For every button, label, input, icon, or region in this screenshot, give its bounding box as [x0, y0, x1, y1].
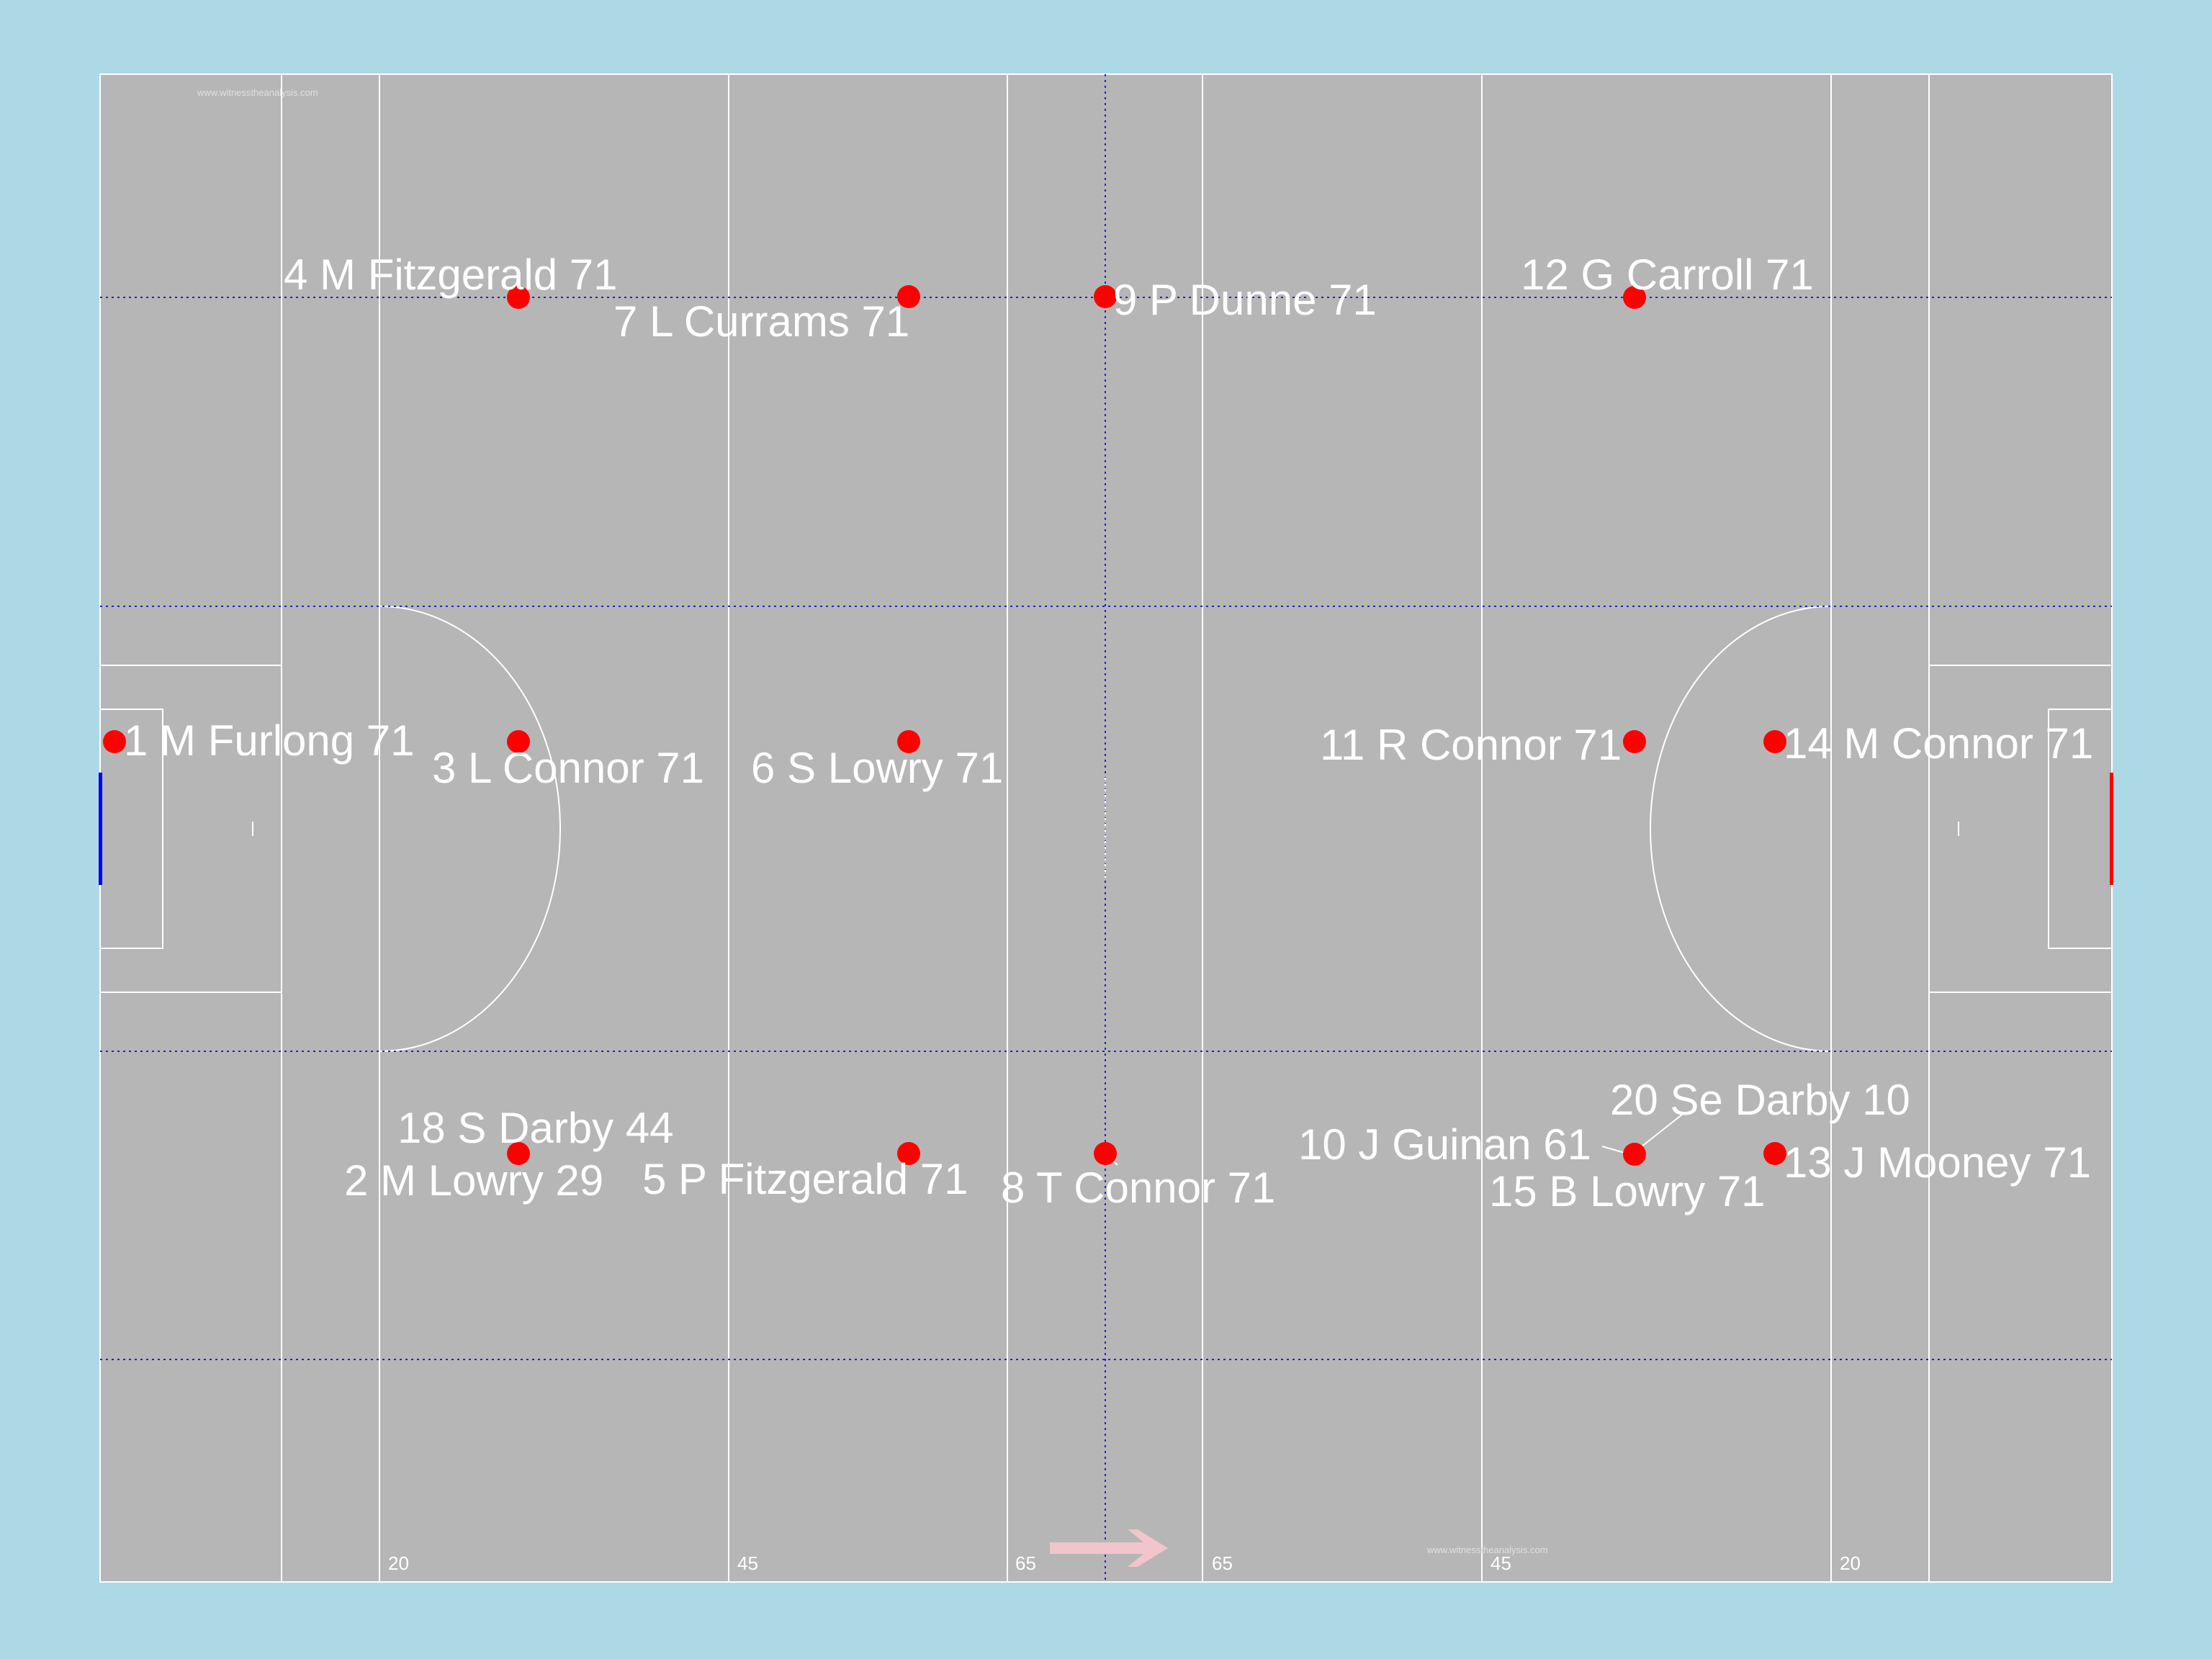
player-label: 5 P Fitzgerald 71	[642, 1155, 968, 1203]
player-label: 7 L Currams 71	[613, 297, 909, 346]
player-label: 20 Se Darby 10	[1610, 1076, 1910, 1124]
player-dot[interactable]	[507, 730, 530, 753]
player-label: 2 M Lowry 29	[344, 1156, 603, 1205]
player-label: 3 L Connor 71	[432, 744, 704, 792]
player-dot[interactable]	[1623, 1143, 1646, 1166]
player-label: 12 G Carroll 71	[1521, 251, 1814, 299]
player-label: 1 M Furlong 71	[124, 716, 415, 765]
watermark-bottom: www.witnesstheanalysis.com	[1426, 1545, 1548, 1555]
yard-marker: 20	[388, 1552, 409, 1574]
player-label: 8 T Connor 71	[1001, 1164, 1275, 1212]
player-dots	[103, 285, 1786, 1166]
left-arc	[379, 606, 561, 1052]
watermark-top: www.witnesstheanalysis.com	[197, 87, 318, 98]
player-label: 4 M Fitzgerald 71	[284, 251, 618, 299]
yard-marker: 65	[1212, 1552, 1233, 1574]
player-label: 14 M Connor 71	[1784, 719, 2093, 768]
guide-lines	[100, 74, 2112, 1582]
player-label: 9 P Dunne 71	[1113, 276, 1377, 324]
player-dot[interactable]	[507, 1142, 530, 1165]
yard-marker: 65	[1015, 1552, 1036, 1574]
player-label: 11 R Connor 71	[1320, 721, 1622, 769]
player-dot[interactable]	[897, 285, 920, 308]
player-dot[interactable]	[103, 730, 126, 753]
player-dot[interactable]	[1763, 1142, 1786, 1165]
player-label: 13 J Mooney 71	[1784, 1138, 2091, 1187]
arrow-right-icon	[1050, 1529, 1168, 1567]
yard-marker: 45	[1491, 1552, 1511, 1574]
right-goal	[2110, 773, 2113, 885]
yard-marker: 20	[1840, 1552, 1861, 1574]
player-labels: 1 M Furlong 71 4 M Fitzgerald 71 7 L Cur…	[124, 251, 2093, 1215]
player-label: 15 B Lowry 71	[1489, 1167, 1766, 1215]
player-label: 18 S Darby 44	[397, 1104, 674, 1152]
player-dot[interactable]	[1094, 285, 1117, 308]
left-goal	[99, 773, 102, 885]
leader-line	[1634, 1114, 1683, 1153]
player-dot[interactable]	[897, 730, 920, 753]
yard-marker: 45	[737, 1552, 758, 1574]
player-dot[interactable]	[1763, 730, 1786, 753]
player-dot[interactable]	[1623, 286, 1646, 309]
player-dot[interactable]	[507, 286, 530, 309]
right-arc	[1650, 606, 1832, 1052]
player-dot[interactable]	[897, 1142, 920, 1165]
player-label: 6 S Lowry 71	[751, 744, 1003, 792]
player-dot[interactable]	[1623, 730, 1646, 753]
yard-markers: 20 45 65 65 45 20	[388, 1552, 1861, 1574]
player-label: 10 J Guinan 61	[1298, 1120, 1591, 1169]
player-dot[interactable]	[1094, 1142, 1117, 1165]
